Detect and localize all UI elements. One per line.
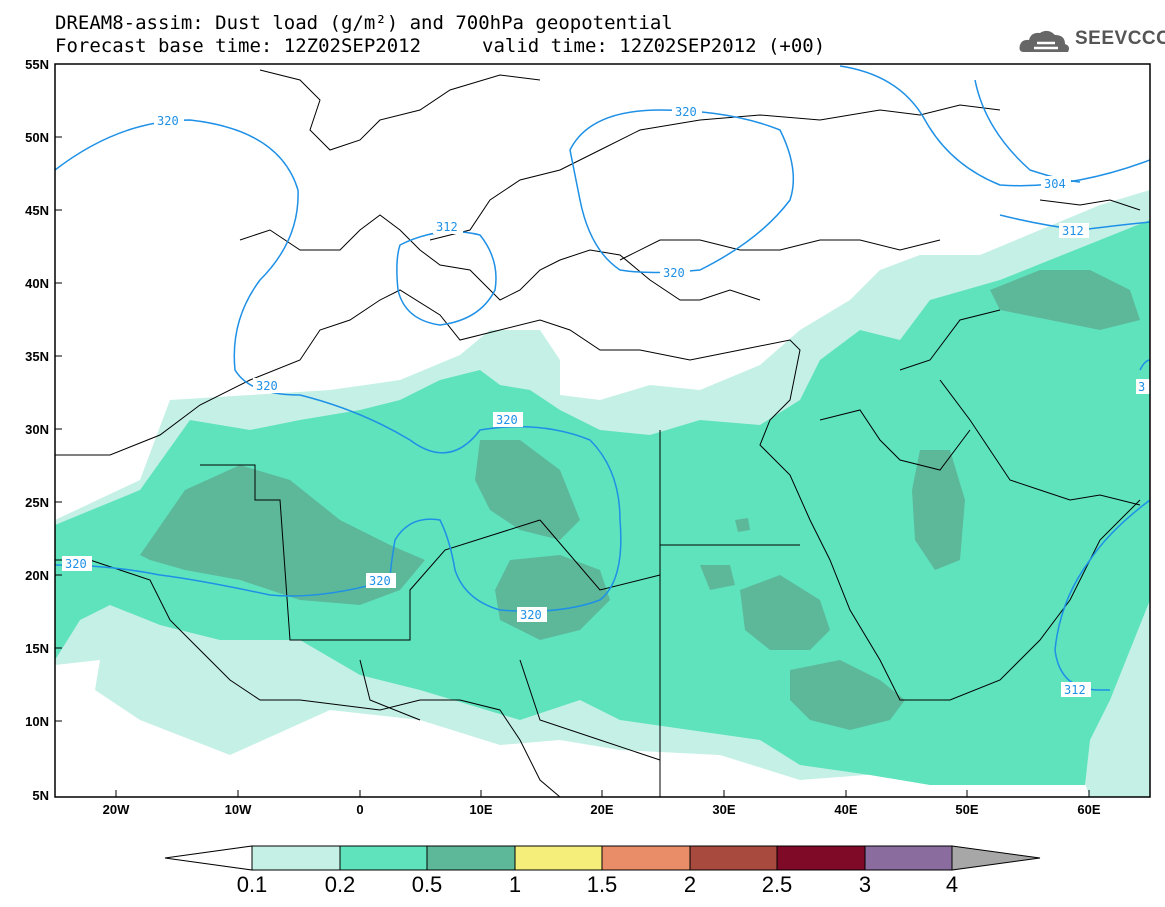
dust-area-0.2 bbox=[55, 220, 1150, 785]
lat-label: 5N bbox=[32, 788, 49, 803]
colorbar-label: 2 bbox=[684, 872, 696, 897]
colorbar-label: 0.1 bbox=[237, 872, 268, 897]
lon-ticks bbox=[115, 790, 1090, 797]
svg-text:3: 3 bbox=[1138, 380, 1145, 394]
svg-text:312: 312 bbox=[1062, 224, 1084, 238]
svg-text:312: 312 bbox=[356, 53, 378, 67]
svg-text:320: 320 bbox=[256, 379, 278, 393]
colorbar-swatch bbox=[426, 845, 516, 871]
svg-text:312: 312 bbox=[436, 220, 458, 234]
svg-text:320: 320 bbox=[369, 574, 391, 588]
lat-label: 30N bbox=[25, 422, 49, 437]
lat-label: 20N bbox=[25, 568, 49, 583]
lon-label: 10W bbox=[225, 802, 252, 817]
logo-text: SEEVCCC bbox=[1075, 28, 1165, 49]
colorbar-swatch bbox=[601, 845, 691, 871]
lat-axis: 55N 50N 45N 40N 35N 30N 25N 20N 15N 10N … bbox=[25, 57, 49, 803]
lat-label: 35N bbox=[25, 349, 49, 364]
lat-label: 45N bbox=[25, 203, 49, 218]
lon-label: 40E bbox=[834, 802, 857, 817]
lat-label: 55N bbox=[25, 57, 49, 72]
dust-area-0.5 bbox=[140, 270, 1140, 730]
colorbar-label: 4 bbox=[946, 872, 958, 897]
colorbar-swatch bbox=[514, 845, 603, 871]
colorbar-low-arrow bbox=[164, 845, 253, 871]
lat-ticks bbox=[55, 136, 62, 722]
map-title: DREAM8-assim: Dust load (g/m²) and 700hP… bbox=[55, 12, 673, 34]
lon-axis: 20W 10W 0 10E 20E 30E 40E 50E 60E bbox=[103, 802, 1101, 817]
colorbar-label: 1.5 bbox=[587, 872, 618, 897]
svg-text:320: 320 bbox=[663, 266, 685, 280]
lon-label: 0 bbox=[356, 802, 363, 817]
lat-label: 50N bbox=[25, 130, 49, 145]
colorbar-swatch bbox=[251, 845, 341, 871]
contour-labels: 320 320 312 320 320 320 320 320 320 304 … bbox=[62, 53, 1150, 697]
colorbar-high-arrow bbox=[951, 845, 1041, 871]
lon-label: 20W bbox=[103, 802, 130, 817]
svg-text:304: 304 bbox=[1044, 177, 1066, 191]
lat-label: 10N bbox=[25, 714, 49, 729]
colorbar-label: 1 bbox=[509, 872, 521, 897]
svg-text:320: 320 bbox=[520, 608, 542, 622]
lat-label: 15N bbox=[25, 641, 49, 656]
colorbar-label: 3 bbox=[859, 872, 871, 897]
colorbar-label: 2.5 bbox=[762, 872, 793, 897]
valid-time: valid time: 12Z02SEP2012 (+00) bbox=[482, 35, 826, 57]
svg-text:312: 312 bbox=[1064, 683, 1086, 697]
colorbar-swatch bbox=[864, 845, 953, 871]
colorbar-swatch bbox=[339, 845, 428, 871]
colorbar-label: 0.5 bbox=[412, 872, 443, 897]
lon-label: 30E bbox=[712, 802, 735, 817]
lon-label: 50E bbox=[955, 802, 978, 817]
svg-text:320: 320 bbox=[496, 413, 518, 427]
colorbar-label: 0.2 bbox=[325, 872, 356, 897]
svg-text:320: 320 bbox=[65, 557, 87, 571]
colorbar-swatch bbox=[776, 845, 866, 871]
svg-text:320: 320 bbox=[157, 114, 179, 128]
lon-label: 60E bbox=[1077, 802, 1100, 817]
forecast-base-time: Forecast base time: 12Z02SEP2012 bbox=[55, 35, 422, 57]
colorbar bbox=[164, 845, 1041, 871]
colorbar-swatch bbox=[689, 845, 778, 871]
lon-label: 20E bbox=[590, 802, 613, 817]
colorbar-labels: 0.1 0.2 0.5 1 1.5 2 2.5 3 4 bbox=[237, 872, 958, 897]
lat-label: 40N bbox=[25, 276, 49, 291]
cloud-logo-icon bbox=[1019, 30, 1069, 52]
lon-label: 10E bbox=[469, 802, 492, 817]
lat-label: 25N bbox=[25, 495, 49, 510]
svg-text:320: 320 bbox=[675, 105, 697, 119]
coastlines bbox=[55, 69, 1141, 797]
